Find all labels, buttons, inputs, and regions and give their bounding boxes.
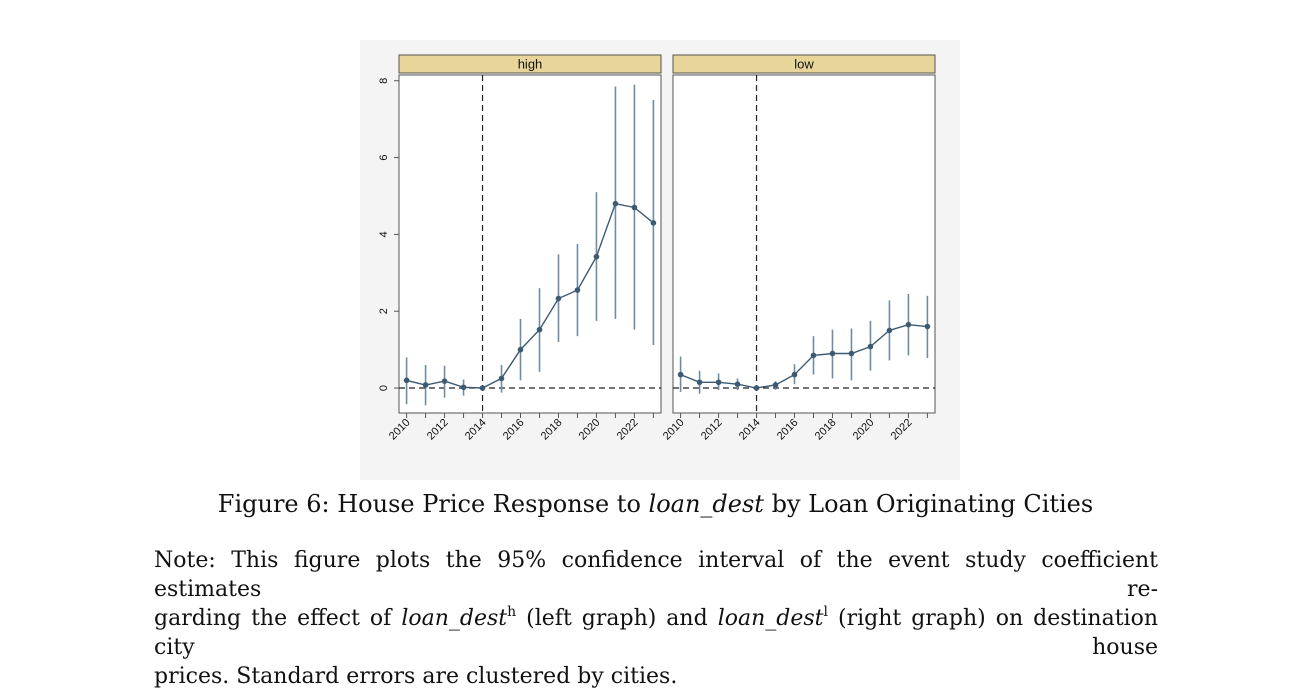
event-study-chart: high 2010 2012 2014 2016 2018 2020 2022 0 2 4 6 8 low… [378, 54, 936, 443]
data-point [479, 385, 486, 391]
x-tick-label: 2022 [889, 417, 915, 443]
data-point [924, 323, 931, 330]
caption-variable: loan_dest [648, 490, 764, 518]
caption-suffix: by Loan Originating Cities [771, 490, 1094, 518]
panel-header [672, 54, 936, 74]
data-point [498, 375, 505, 382]
note-sup-l: l [823, 604, 828, 620]
note-line-2: garding the effect of loan_desth (left g… [154, 604, 1158, 662]
y-tick-label: 8 [378, 78, 390, 84]
data-point [422, 382, 429, 388]
data-point [829, 350, 836, 357]
data-point [810, 352, 817, 359]
data-point [696, 379, 703, 386]
x-tick-label: 2018 [813, 417, 839, 443]
x-tick-label: 2022 [615, 417, 641, 443]
y-tick-label: 4 [378, 231, 390, 237]
data-point [886, 327, 893, 334]
panel-header [398, 54, 662, 74]
panel-title: high [518, 57, 543, 72]
series-line [680, 323, 928, 389]
y-tick-label: 0 [378, 385, 390, 391]
note-text: (left graph) and [526, 606, 708, 631]
note-sup-h: h [507, 604, 517, 620]
x-tick-label: 2012 [425, 417, 451, 443]
x-tick-label: 2020 [577, 417, 603, 443]
data-point [574, 287, 581, 293]
panel-frame [672, 74, 936, 414]
series-line [406, 202, 654, 389]
note-variable-low: loan_dest [717, 606, 824, 631]
data-point [555, 295, 562, 302]
y-tick-label: 6 [378, 155, 390, 161]
note-line-1: Note: This figure plots the 95% confiden… [154, 548, 1158, 602]
x-tick-label: 2014 [463, 417, 489, 443]
data-point [441, 378, 448, 384]
data-point [867, 343, 874, 350]
note-variable-high: loan_dest [401, 606, 508, 631]
figure-caption: Figure 6: House Price Response to loan_d… [0, 490, 1311, 518]
data-point [403, 377, 410, 384]
data-point [612, 200, 619, 207]
x-tick-label: 2018 [539, 417, 565, 443]
x-tick-label: 2010 [661, 417, 687, 443]
data-point [536, 326, 543, 333]
y-tick-label: 2 [378, 308, 390, 314]
note-text: garding the effect of [154, 606, 392, 631]
data-point [905, 321, 912, 328]
data-point [848, 350, 855, 357]
data-point [593, 253, 600, 260]
caption-prefix: Figure 6: House Price Response to [217, 490, 641, 518]
x-tick-label: 2012 [699, 417, 725, 443]
data-point [791, 371, 798, 378]
data-point [517, 346, 524, 353]
x-tick-label: 2016 [775, 417, 801, 443]
data-point [460, 384, 467, 391]
data-point [715, 379, 722, 386]
x-tick-label: 2016 [501, 417, 527, 443]
data-point [677, 371, 684, 378]
x-tick-label: 2010 [387, 417, 413, 443]
note-line-3: prices. Standard errors are clustered by… [154, 664, 678, 689]
figure-note: Note: This figure plots the 95% confiden… [154, 546, 1158, 691]
data-point [772, 382, 779, 388]
panel-title: low [794, 57, 814, 72]
data-point [753, 385, 760, 391]
x-tick-label: 2014 [737, 417, 763, 443]
x-tick-label: 2020 [851, 417, 877, 443]
note-text: (right graph) on destination city house [154, 606, 1158, 660]
data-point [734, 381, 741, 387]
data-point [650, 220, 657, 226]
panel-frame [398, 74, 662, 414]
data-point [631, 204, 638, 211]
